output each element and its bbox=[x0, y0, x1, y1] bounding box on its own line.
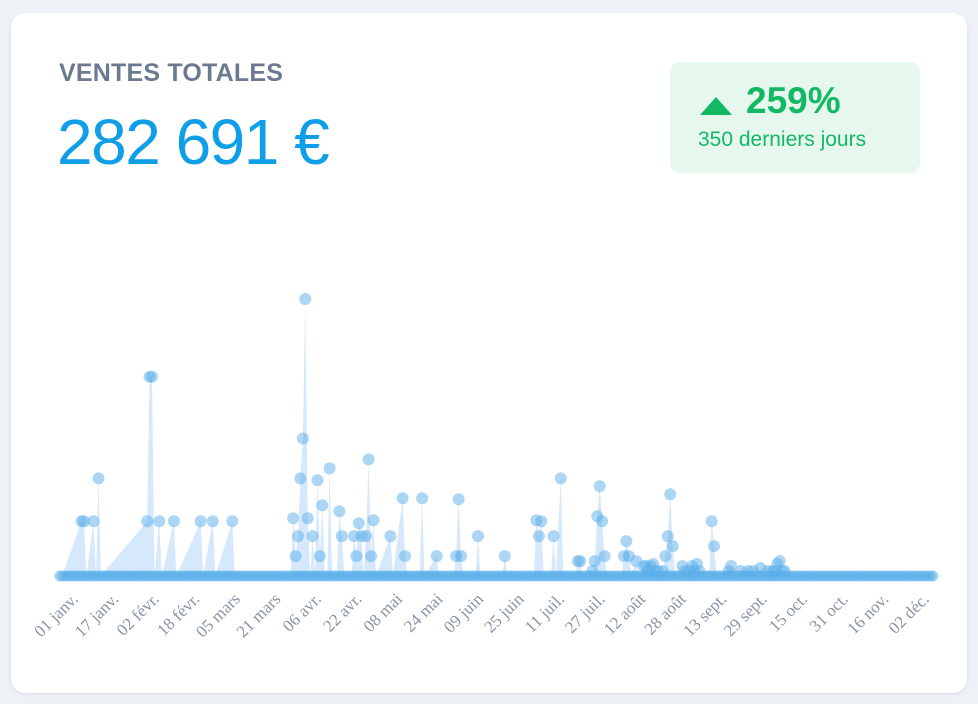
data-point[interactable] bbox=[593, 480, 606, 493]
change-period: 350 derniers jours bbox=[698, 128, 867, 151]
data-point[interactable] bbox=[311, 474, 324, 487]
x-tick-label: 02 déc. bbox=[885, 589, 933, 637]
data-point[interactable] bbox=[350, 550, 363, 563]
x-tick-label: 01 janv. bbox=[30, 589, 81, 640]
data-point[interactable] bbox=[153, 515, 166, 528]
series-area bbox=[62, 299, 785, 576]
kpi-title: VENTES TOTALES bbox=[59, 59, 284, 87]
data-point[interactable] bbox=[659, 550, 672, 563]
baseline-point bbox=[927, 570, 939, 582]
data-point[interactable] bbox=[296, 432, 309, 445]
data-point[interactable] bbox=[292, 530, 304, 543]
x-tick-label: 09 juin bbox=[440, 589, 488, 637]
triangle-up-icon bbox=[700, 97, 732, 115]
data-point[interactable] bbox=[574, 555, 587, 568]
data-point[interactable] bbox=[430, 550, 443, 563]
data-point[interactable] bbox=[472, 530, 484, 543]
data-point[interactable] bbox=[547, 530, 560, 543]
data-point[interactable] bbox=[535, 515, 548, 528]
data-point[interactable] bbox=[705, 515, 718, 528]
data-point[interactable] bbox=[146, 370, 158, 383]
x-tick-label: 29 sept. bbox=[720, 589, 771, 640]
data-point[interactable] bbox=[588, 555, 601, 568]
x-tick-label: 15 oct. bbox=[765, 589, 811, 635]
data-point[interactable] bbox=[664, 488, 677, 501]
total-sales-value: 282 691 € bbox=[57, 106, 330, 178]
data-point[interactable] bbox=[598, 550, 611, 563]
data-point[interactable] bbox=[661, 530, 674, 543]
data-point[interactable] bbox=[167, 515, 180, 528]
data-points bbox=[75, 293, 791, 577]
x-tick-label: 27 juil. bbox=[561, 589, 608, 636]
data-point[interactable] bbox=[294, 472, 307, 485]
data-point[interactable] bbox=[367, 514, 380, 527]
data-point[interactable] bbox=[708, 540, 720, 553]
data-point[interactable] bbox=[206, 515, 219, 528]
data-point[interactable] bbox=[306, 530, 319, 543]
change-percentage: 259% bbox=[746, 80, 841, 121]
data-point[interactable] bbox=[299, 293, 312, 305]
data-point[interactable] bbox=[532, 530, 545, 543]
data-point[interactable] bbox=[693, 565, 706, 577]
data-point[interactable] bbox=[452, 493, 465, 506]
x-tick-label: 25 juin bbox=[480, 589, 528, 637]
data-point[interactable] bbox=[316, 499, 329, 512]
data-point[interactable] bbox=[287, 512, 300, 525]
data-point[interactable] bbox=[620, 535, 633, 548]
x-tick-label: 12 août bbox=[600, 589, 649, 638]
data-point[interactable] bbox=[416, 492, 429, 505]
data-point[interactable] bbox=[596, 515, 609, 528]
data-point[interactable] bbox=[396, 492, 409, 505]
baseline-points bbox=[54, 570, 939, 582]
data-point[interactable] bbox=[87, 515, 100, 528]
x-tick-label: 22 avr. bbox=[319, 589, 365, 635]
data-point[interactable] bbox=[323, 462, 336, 475]
data-point[interactable] bbox=[365, 550, 377, 563]
data-point[interactable] bbox=[778, 565, 791, 577]
data-point[interactable] bbox=[226, 515, 239, 528]
x-axis-ticks: 01 janv.17 janv.02 févr.18 févr.05 mars2… bbox=[30, 589, 932, 641]
data-point[interactable] bbox=[335, 530, 348, 543]
x-tick-label: 11 juil. bbox=[521, 589, 568, 636]
x-tick-label: 05 mars bbox=[192, 589, 244, 641]
data-point[interactable] bbox=[352, 517, 365, 530]
data-point[interactable] bbox=[455, 550, 467, 563]
data-point[interactable] bbox=[77, 515, 90, 528]
x-tick-label: 16 nov. bbox=[844, 589, 893, 638]
data-point[interactable] bbox=[92, 472, 105, 485]
data-point[interactable] bbox=[554, 472, 567, 485]
data-point[interactable] bbox=[194, 515, 207, 528]
data-point[interactable] bbox=[656, 565, 669, 577]
data-point[interactable] bbox=[498, 550, 511, 563]
x-tick-label: 24 mai bbox=[400, 589, 447, 636]
data-point[interactable] bbox=[362, 453, 375, 466]
data-point[interactable] bbox=[301, 512, 314, 525]
x-tick-label: 31 oct. bbox=[806, 589, 852, 635]
data-point[interactable] bbox=[399, 550, 411, 563]
data-point[interactable] bbox=[586, 565, 599, 577]
data-point[interactable] bbox=[773, 555, 786, 568]
x-tick-label: 02 févr. bbox=[113, 589, 163, 639]
data-point[interactable] bbox=[725, 560, 738, 572]
x-tick-label: 17 janv. bbox=[71, 589, 122, 640]
data-point[interactable] bbox=[141, 515, 154, 528]
data-point[interactable] bbox=[384, 530, 397, 543]
data-point[interactable] bbox=[313, 550, 326, 563]
data-point[interactable] bbox=[666, 540, 679, 553]
x-tick-label: 21 mars bbox=[233, 589, 285, 641]
data-point[interactable] bbox=[333, 505, 346, 518]
x-tick-label: 08 mai bbox=[360, 589, 407, 636]
change-badge: 259% 350 derniers jours bbox=[670, 62, 920, 173]
x-tick-label: 06 avr. bbox=[279, 589, 325, 635]
data-point[interactable] bbox=[289, 550, 302, 563]
x-tick-label: 13 sept. bbox=[679, 589, 730, 640]
data-point[interactable] bbox=[360, 530, 373, 543]
